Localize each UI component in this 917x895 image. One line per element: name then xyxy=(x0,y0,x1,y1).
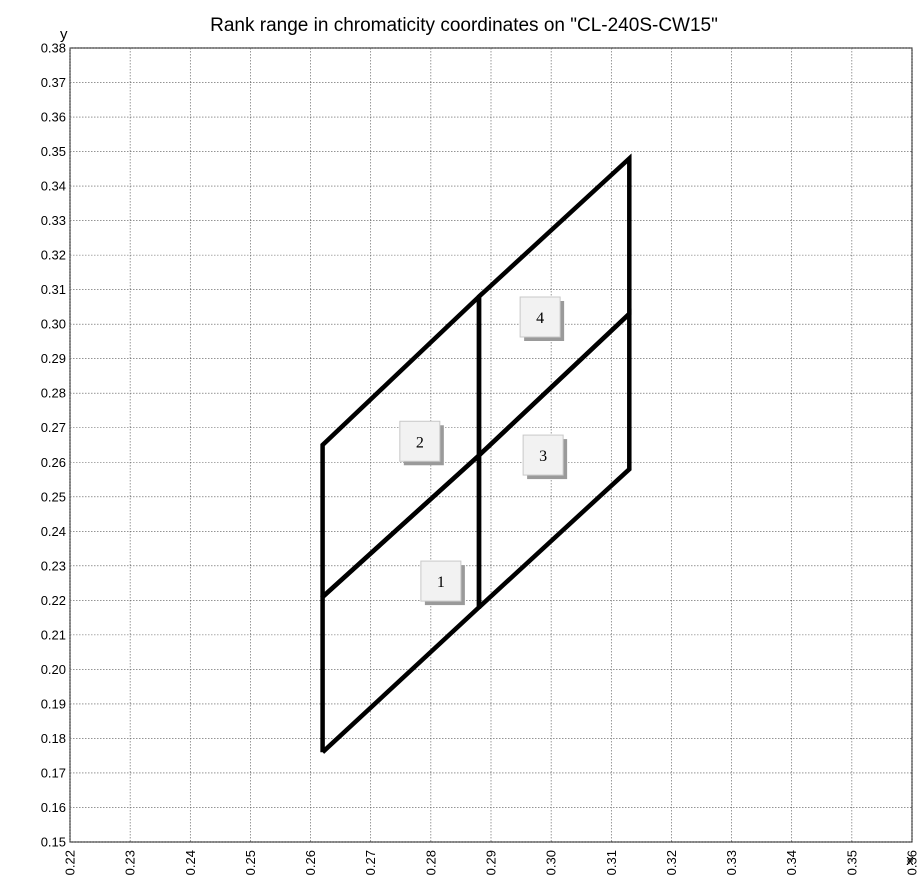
y-tick-label: 0.34 xyxy=(41,179,66,194)
y-tick-label: 0.36 xyxy=(41,110,66,125)
x-tick-label: 0.24 xyxy=(183,850,198,875)
x-tick-label: 0.27 xyxy=(363,850,378,875)
y-tick-label: 0.25 xyxy=(41,489,66,504)
x-tick-label: 0.28 xyxy=(423,850,438,875)
y-tick-label: 0.27 xyxy=(41,420,66,435)
x-tick-labels: 0.22 0.23 0.24 0.25 0.26 0.27 0.28 0.29 0.30 0.31… xyxy=(63,850,917,875)
rank-label-2: 2 xyxy=(400,421,444,465)
y-tick-label: 0.37 xyxy=(41,75,66,90)
y-tick-label: 0.24 xyxy=(41,524,66,539)
y-tick-label: 0.17 xyxy=(41,765,66,780)
rank-label-1: 1 xyxy=(421,561,465,605)
x-tick-label: 0.25 xyxy=(243,850,258,875)
y-tick-label: 0.20 xyxy=(41,662,66,677)
x-tick-label: 0.26 xyxy=(303,850,318,875)
rank-label-text: 4 xyxy=(536,310,544,327)
chart-title: Rank range in chromaticity coordinates o… xyxy=(210,15,718,36)
y-tick-label: 0.33 xyxy=(41,213,66,228)
y-tick-label: 0.18 xyxy=(41,731,66,746)
x-tick-label: 0.33 xyxy=(724,850,739,875)
x-tick-label: 0.31 xyxy=(604,850,619,875)
x-tick-label: 0.29 xyxy=(484,850,499,875)
y-axis-label: y xyxy=(60,26,68,43)
y-tick-label: 0.19 xyxy=(41,696,66,711)
y-tick-label: 0.22 xyxy=(41,593,66,608)
x-tick-label: 0.32 xyxy=(664,850,679,875)
x-tick-label: 0.22 xyxy=(63,850,78,875)
rank-label-text: 1 xyxy=(437,574,445,591)
y-tick-label: 0.21 xyxy=(41,627,66,642)
rank-label-text: 2 xyxy=(416,434,424,451)
rank-label-3: 3 xyxy=(523,435,567,479)
x-tick-label: 0.34 xyxy=(784,850,799,875)
x-tick-label: 0.35 xyxy=(844,850,859,875)
x-tick-label: 0.30 xyxy=(544,850,559,875)
y-tick-label: 0.16 xyxy=(41,800,66,815)
y-tick-label: 0.28 xyxy=(41,386,66,401)
y-tick-label: 0.26 xyxy=(41,455,66,470)
y-tick-label: 0.31 xyxy=(41,282,66,297)
y-tick-label: 0.35 xyxy=(41,144,66,159)
y-tick-label: 0.29 xyxy=(41,351,66,366)
x-tick-label: 0.23 xyxy=(123,850,138,875)
y-tick-label: 0.32 xyxy=(41,248,66,263)
y-tick-label: 0.15 xyxy=(41,835,66,850)
rank-label-text: 3 xyxy=(539,448,547,465)
y-tick-label: 0.30 xyxy=(41,317,66,332)
y-tick-label: 0.23 xyxy=(41,558,66,573)
x-axis-label: x xyxy=(906,852,914,869)
rank-label-4: 4 xyxy=(520,297,564,341)
